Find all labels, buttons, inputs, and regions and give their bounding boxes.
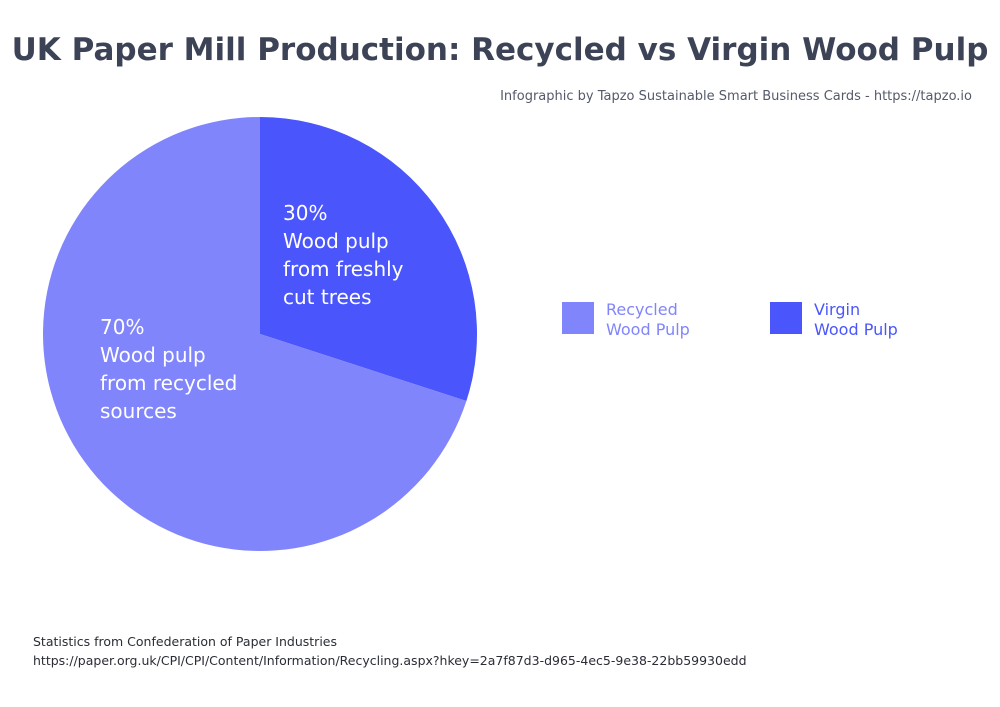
legend-item-recycled: Recycled Wood Pulp: [562, 300, 706, 340]
slice-label-virgin-line-2: from freshly: [283, 257, 404, 281]
slice-label-recycled-line-2: from recycled: [100, 371, 238, 395]
legend-label-virgin-line-2: Wood Pulp: [814, 320, 898, 339]
source-footer: Statistics from Confederation of Paper I…: [33, 632, 747, 670]
source-url: https://paper.org.uk/CPI/CPI/Content/Inf…: [33, 653, 747, 668]
legend-swatch-virgin: [770, 302, 802, 334]
legend-label-recycled-line-2: Wood Pulp: [606, 320, 690, 339]
chart-title: UK Paper Mill Production: Recycled vs Vi…: [11, 32, 989, 68]
slice-label-recycled-percent: 70%: [100, 315, 145, 339]
slice-label-recycled-line-3: sources: [100, 399, 177, 423]
legend-label-recycled: Recycled Wood Pulp: [606, 300, 706, 340]
slice-label-virgin-line-3: cut trees: [283, 285, 372, 309]
chart-subtitle: Infographic by Tapzo Sustainable Smart B…: [500, 89, 972, 104]
slice-label-virgin-percent: 30%: [283, 201, 328, 225]
slice-label-virgin-line-1: Wood pulp: [283, 229, 389, 253]
chart-legend: Recycled Wood Pulp Virgin Wood Pulp: [562, 300, 914, 340]
legend-label-virgin-line-1: Virgin: [814, 300, 861, 319]
source-credit: Statistics from Confederation of Paper I…: [33, 634, 337, 649]
legend-label-recycled-line-1: Recycled: [606, 300, 678, 319]
legend-label-virgin: Virgin Wood Pulp: [814, 300, 914, 340]
pie-slice-virgin: [260, 117, 478, 402]
slice-label-recycled: 70% Wood pulp from recycled sources: [100, 313, 237, 425]
slice-label-virgin: 30% Wood pulp from freshly cut trees: [283, 199, 404, 311]
pie-slice-recycled: [43, 117, 467, 551]
slice-label-recycled-line-1: Wood pulp: [100, 343, 206, 367]
legend-swatch-recycled: [562, 302, 594, 334]
legend-item-virgin: Virgin Wood Pulp: [770, 300, 914, 340]
